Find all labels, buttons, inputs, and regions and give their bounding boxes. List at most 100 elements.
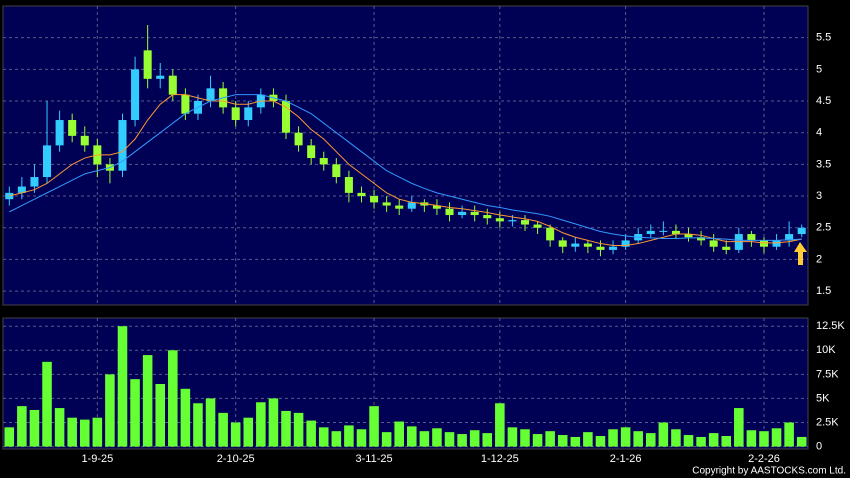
candle-body: [659, 230, 668, 232]
candle-body: [181, 94, 190, 114]
volume-bar: [281, 410, 291, 447]
volume-bar: [734, 408, 744, 447]
candle-body: [168, 75, 177, 95]
candle-body: [470, 211, 479, 216]
volume-bar: [331, 431, 342, 447]
volume-bar: [344, 425, 354, 447]
candle-body: [55, 120, 64, 146]
volume-bar: [482, 433, 493, 447]
candle-body: [495, 218, 504, 222]
candle-body: [671, 230, 680, 235]
y-tick-label: 7.5K: [816, 368, 839, 380]
candle-body: [382, 202, 391, 206]
volume-bar: [243, 417, 254, 447]
x-tick-label: 3-11-25: [356, 453, 393, 465]
volume-bar: [557, 435, 568, 447]
candle-body: [407, 202, 416, 209]
candle-body: [344, 177, 353, 193]
copyright: Copyright by AASTOCKS.com Ltd.: [692, 466, 846, 477]
candle-body: [609, 246, 618, 250]
candle-body: [797, 227, 806, 235]
volume-bar: [168, 350, 178, 447]
y-tick-label: 10K: [816, 344, 836, 356]
volume-bar: [658, 422, 669, 447]
candle-body: [42, 145, 52, 178]
volume-bar: [570, 436, 581, 447]
volume-bar: [318, 427, 329, 447]
candle-body: [156, 75, 165, 79]
candle-body: [143, 50, 152, 79]
last-price-arrow: [794, 242, 807, 265]
candle-body: [747, 234, 756, 241]
volume-bar: [771, 428, 782, 447]
candle-body: [30, 177, 39, 187]
candle-body: [17, 186, 26, 193]
volume-bar: [696, 436, 706, 447]
candle-body: [558, 240, 567, 247]
volume-bar: [4, 427, 15, 447]
price-panel: [2, 5, 809, 306]
candle-body: [432, 205, 441, 209]
y-tick-label: 0: [816, 440, 822, 452]
volume-bar: [620, 427, 631, 447]
volume-bar: [130, 379, 140, 447]
volume-bar: [419, 431, 430, 447]
candle-body: [307, 145, 316, 159]
volume-bar: [759, 431, 769, 447]
volume-bar: [117, 326, 128, 447]
volume-bar: [608, 429, 618, 447]
candle-body: [772, 240, 781, 247]
volume-bar: [17, 406, 27, 447]
volume-bar: [432, 428, 442, 447]
volume-bar: [469, 430, 480, 447]
volume-bar: [205, 398, 216, 447]
volume-bar: [293, 412, 304, 447]
candle-body: [332, 164, 341, 178]
volume-bar: [645, 433, 656, 447]
moving-average-line: [9, 94, 802, 241]
x-tick-label: 1-12-25: [481, 453, 519, 465]
candle-body: [370, 196, 379, 203]
candle-body: [785, 234, 794, 241]
volume-bar: [520, 429, 530, 447]
y-tick-label: 2: [816, 253, 822, 265]
volume-bar: [268, 398, 279, 447]
y-tick-label: 5K: [816, 392, 830, 404]
y-tick-label: 12.5K: [816, 320, 845, 332]
volume-bar: [381, 432, 392, 447]
candle-body: [759, 240, 769, 247]
volume-bar: [256, 402, 266, 447]
candle-body: [533, 224, 542, 228]
y-tick-label: 4.5: [816, 95, 831, 107]
candle-body: [571, 243, 580, 247]
volume-bar: [532, 434, 543, 447]
candle-body: [281, 101, 291, 133]
candle-body: [684, 234, 693, 238]
candle-body: [520, 220, 530, 225]
volume-bar: [721, 435, 732, 447]
volume-bar: [218, 412, 228, 447]
candle-body: [206, 88, 215, 102]
volume-bar: [105, 374, 115, 447]
candle-body: [546, 227, 555, 241]
candle-body: [697, 237, 706, 241]
volume-bar: [633, 431, 643, 447]
volume-bar: [495, 403, 505, 447]
candle-body: [445, 208, 454, 216]
candle-body: [722, 246, 731, 250]
candle-body: [646, 230, 655, 235]
volume-bar: [180, 388, 191, 447]
candle-body: [244, 107, 253, 121]
candle-body: [80, 135, 89, 146]
volume-bar: [42, 361, 52, 447]
volume-bar: [155, 383, 166, 447]
volume-bar: [708, 433, 719, 447]
volume-bar: [193, 403, 203, 447]
y-tick-label: 3: [816, 190, 822, 202]
y-tick-label: 5: [816, 63, 822, 75]
volume-bar: [67, 417, 77, 447]
volume-bar: [369, 406, 379, 447]
volume-bar: [746, 430, 757, 447]
volume-bar: [796, 436, 807, 447]
volume-bar: [356, 429, 367, 447]
